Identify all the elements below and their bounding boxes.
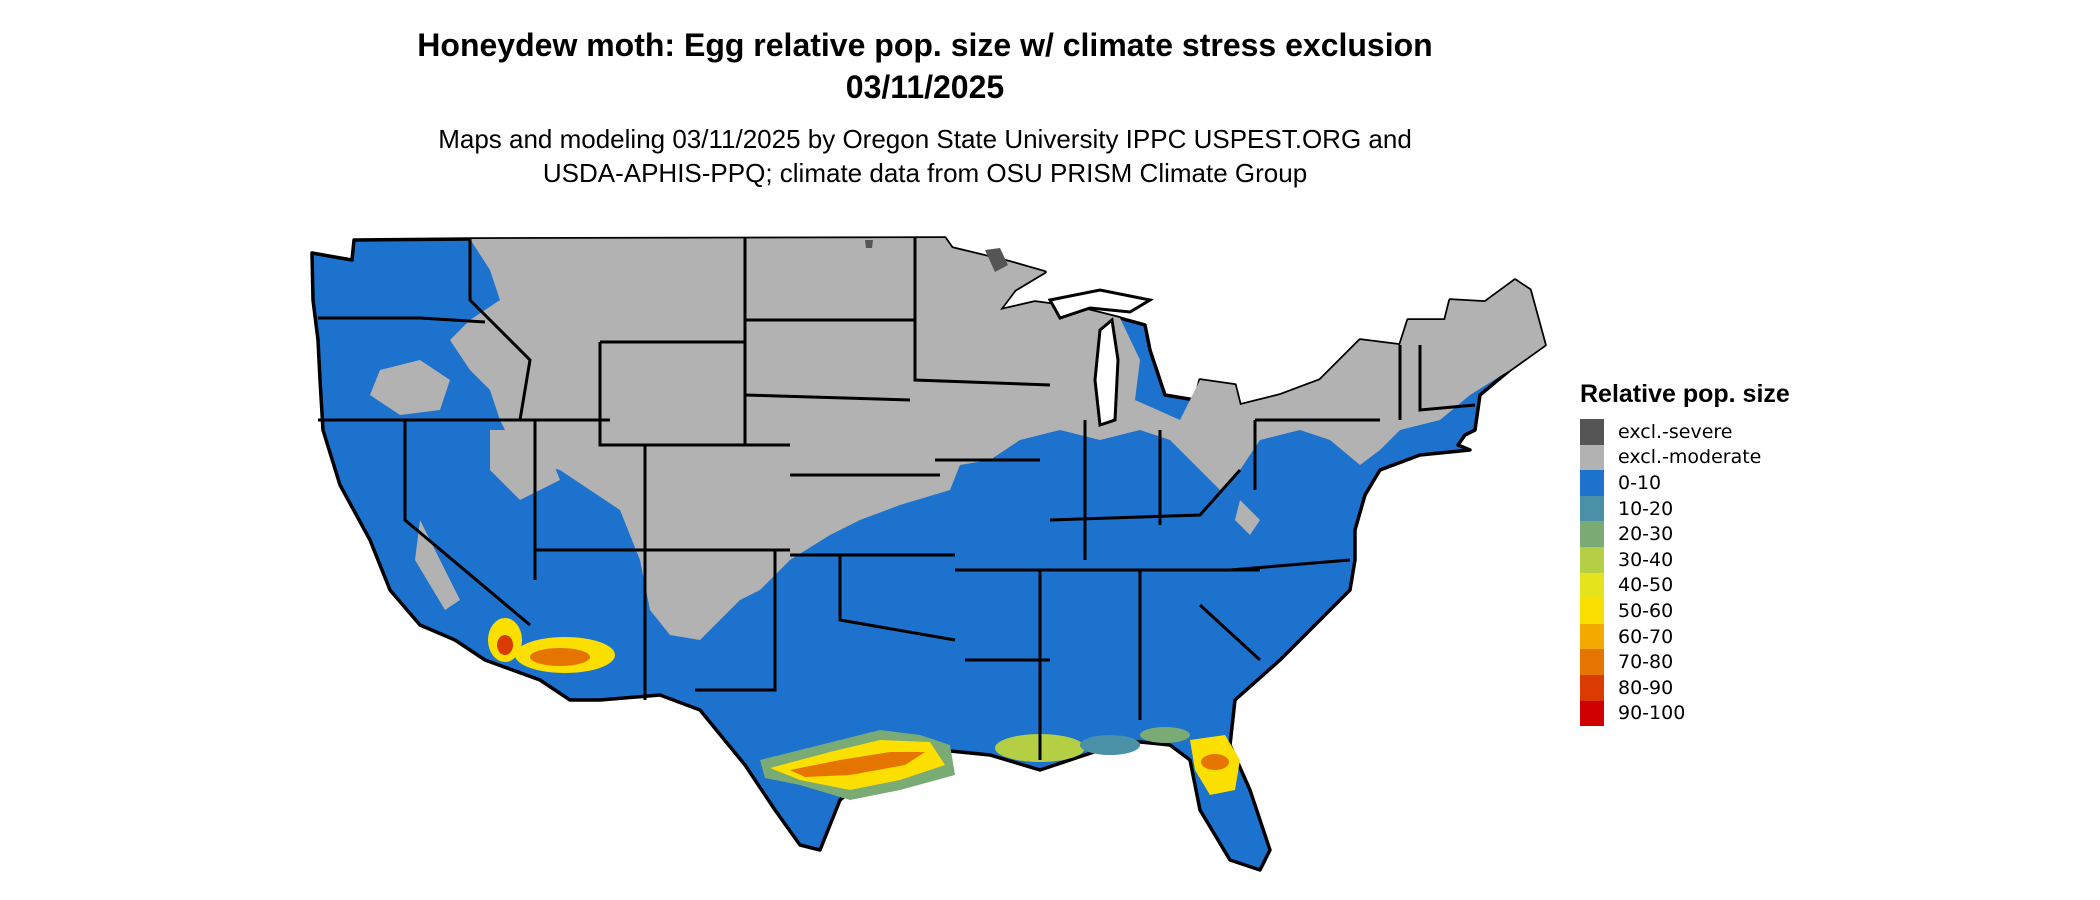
legend-item: 60-70 (1580, 623, 1790, 650)
lake-michigan (1093, 317, 1120, 428)
excl-severe-mn-spot (865, 240, 873, 248)
title-line-1: Honeydew moth: Egg relative pop. size w/… (417, 27, 1433, 63)
excl-moderate-utah (490, 430, 560, 500)
map-title: Honeydew moth: Egg relative pop. size w/… (0, 24, 1850, 108)
border-wa-or (318, 316, 486, 324)
legend-items: excl.-severe excl.-moderate 0-10 10-20 20-30… (1580, 419, 1790, 727)
legend-title: Relative pop. size (1580, 380, 1790, 408)
legend-label: excl.-moderate (1618, 446, 1762, 469)
border-sc-ga (1198, 603, 1262, 662)
legend-item: 0-10 (1580, 470, 1790, 496)
zone-tx-orange (790, 752, 925, 777)
legend-item: excl.-moderate (1580, 444, 1790, 471)
state-borders (318, 238, 1476, 760)
legend-item: 80-90 (1580, 674, 1790, 701)
border-id (468, 239, 532, 421)
border-sd-ne (744, 393, 911, 402)
legend-item: 50-60 (1580, 598, 1790, 624)
legend-label: 60-70 (1618, 625, 1674, 648)
legend: Relative pop. size excl.-severe excl.-mod… (1580, 380, 1790, 727)
legend-item: 30-40 (1580, 546, 1790, 573)
legend-label: 0-10 (1618, 471, 1662, 494)
excl-moderate-wv (1235, 500, 1260, 535)
zone-ca-red (497, 635, 513, 655)
map-subtitle: Maps and modeling 03/11/2025 by Oregon S… (0, 122, 1850, 190)
border-ky (1049, 469, 1242, 522)
title-line-2: 03/11/2025 (845, 69, 1005, 105)
excl-severe-regions (865, 240, 1008, 272)
legend-swatch (1580, 419, 1604, 445)
legend-swatch (1580, 546, 1604, 573)
zone-fl-orange (1201, 754, 1229, 770)
border-mn-ia (913, 238, 1051, 387)
legend-item: 10-20 (1580, 495, 1790, 522)
legend-label: 10-20 (1618, 497, 1674, 520)
legend-label: 80-90 (1618, 676, 1674, 699)
legend-label: 70-80 (1618, 651, 1674, 674)
lake-superior (1047, 288, 1155, 320)
border-new-england (1418, 345, 1476, 412)
legend-swatch (1580, 623, 1604, 650)
legend-swatch (1580, 674, 1604, 701)
border-ca-nv (403, 420, 531, 627)
legend-swatch (1580, 444, 1604, 471)
legend-swatch (1580, 700, 1604, 727)
legend-swatch (1580, 521, 1604, 547)
legend-swatch (1580, 470, 1604, 496)
suitability-gradient (488, 618, 1240, 800)
us-map (310, 236, 1547, 872)
legend-label: 20-30 (1618, 523, 1674, 546)
border-ok-tx (838, 555, 956, 642)
great-lakes (1047, 288, 1155, 428)
excl-moderate-north (450, 238, 1545, 640)
legend-swatch (1580, 649, 1604, 675)
legend-swatch (1580, 598, 1604, 624)
zone-la-teal (1080, 735, 1140, 755)
legend-item: excl.-severe (1580, 419, 1790, 445)
zone-az-orange (530, 648, 590, 666)
border-wy-co (598, 342, 790, 447)
legend-label: 30-40 (1618, 548, 1674, 571)
subtitle-line-1: Maps and modeling 03/11/2025 by Oregon S… (438, 124, 1412, 154)
excl-moderate-sierra (415, 520, 460, 610)
legend-item: 90-100 (1580, 700, 1790, 727)
excl-severe-mn-arrowhead (985, 248, 1008, 272)
legend-label: 40-50 (1618, 574, 1674, 597)
excl-moderate-regions (370, 238, 1545, 640)
legend-item: 70-80 (1580, 649, 1790, 675)
zone-fl-green (1140, 727, 1190, 743)
legend-swatch (1580, 495, 1604, 522)
legend-label: 90-100 (1618, 702, 1686, 725)
legend-swatch (1580, 572, 1604, 599)
legend-label: excl.-severe (1618, 420, 1733, 443)
border-va-nc (1229, 558, 1351, 572)
legend-item: 20-30 (1580, 521, 1790, 547)
excl-moderate-oregon (370, 360, 450, 415)
subtitle-line-2: USDA-APHIS-PPQ; climate data from OSU PR… (542, 158, 1308, 188)
legend-item: 40-50 (1580, 572, 1790, 599)
border-nm-tx (695, 550, 777, 692)
legend-label: 50-60 (1618, 599, 1674, 622)
